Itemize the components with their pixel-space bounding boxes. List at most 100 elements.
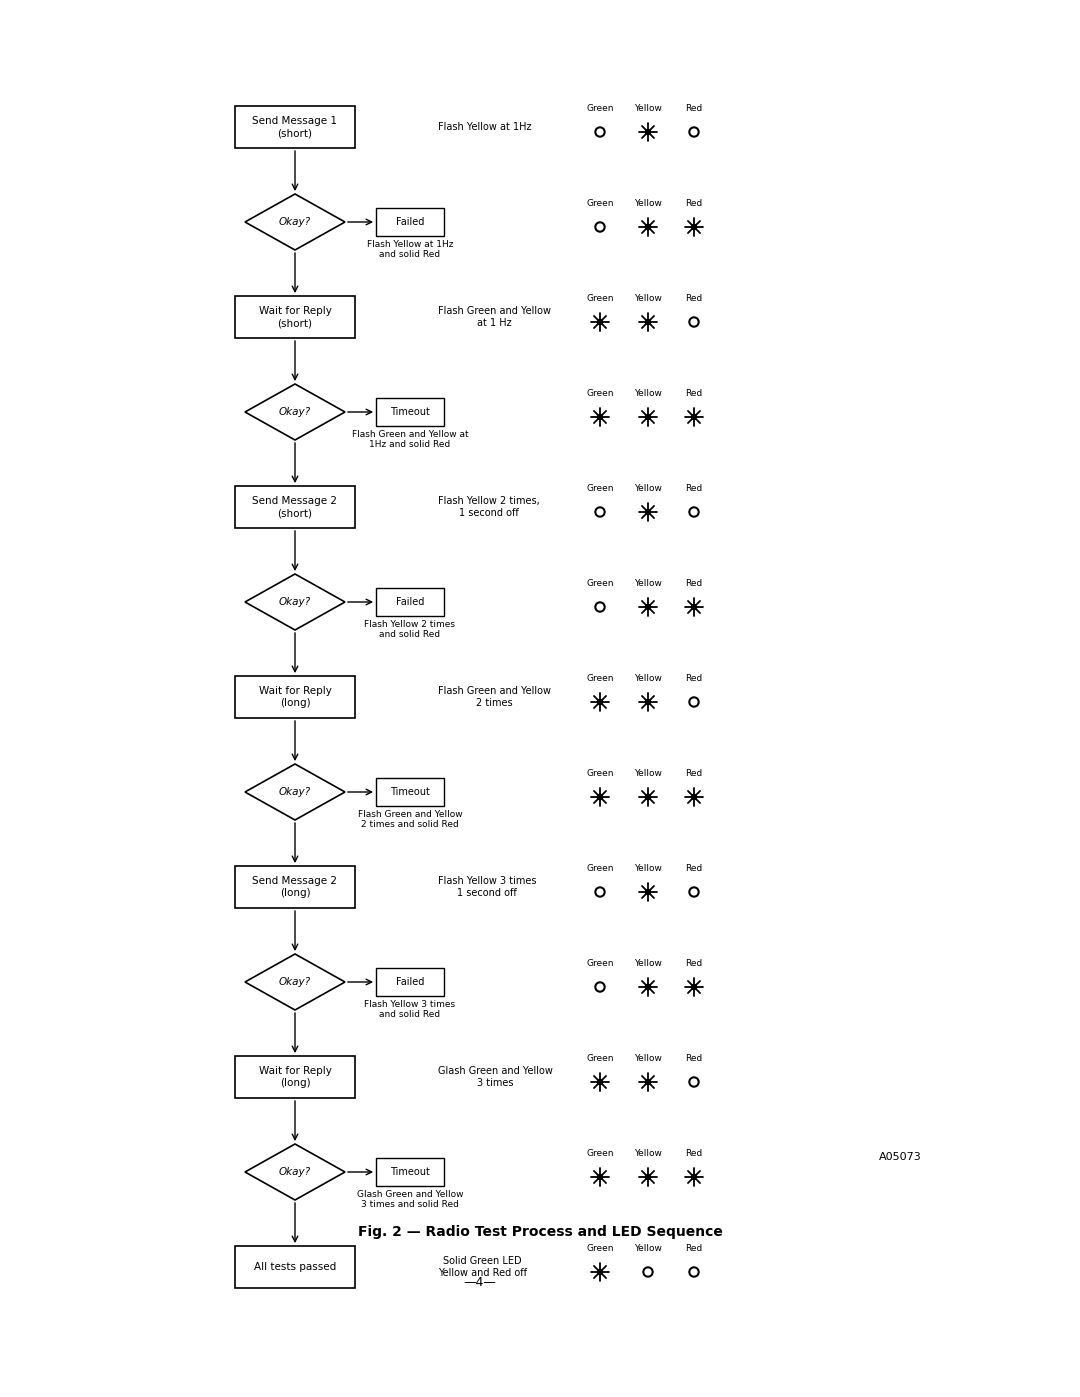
Text: Yellow: Yellow [634,863,662,873]
Text: Green: Green [586,1053,613,1063]
Text: Flash Green and Yellow
2 times and solid Red: Flash Green and Yellow 2 times and solid… [357,810,462,830]
Text: Okay?: Okay? [279,597,311,608]
Text: Okay?: Okay? [279,407,311,416]
Circle shape [691,795,697,799]
Text: Red: Red [686,198,703,208]
Text: Red: Red [686,768,703,778]
Polygon shape [245,954,345,1010]
Text: Yellow: Yellow [634,1148,662,1158]
Bar [235,106,355,148]
Text: Send Message 2
(short): Send Message 2 (short) [253,496,337,518]
Text: Red: Red [686,863,703,873]
Text: Okay?: Okay? [279,977,311,988]
Text: Green: Green [586,483,613,493]
Text: Failed: Failed [395,597,424,608]
Circle shape [646,890,650,894]
Text: Red: Red [686,103,703,113]
Circle shape [646,320,650,324]
Circle shape [597,795,603,799]
Circle shape [646,510,650,514]
Text: Green: Green [586,1243,613,1253]
Text: Yellow: Yellow [634,198,662,208]
Bar [376,778,444,806]
Circle shape [646,795,650,799]
Text: Flash Yellow at 1Hz: Flash Yellow at 1Hz [438,122,531,131]
Bar [376,208,444,236]
Text: Okay?: Okay? [279,217,311,226]
Circle shape [597,700,603,704]
Text: Red: Red [686,578,703,588]
Circle shape [597,415,603,419]
Text: Red: Red [686,388,703,398]
Polygon shape [245,384,345,440]
Bar [235,1056,355,1098]
Circle shape [691,985,697,989]
Circle shape [646,700,650,704]
Circle shape [691,415,697,419]
Circle shape [597,1175,603,1179]
Text: Yellow: Yellow [634,1243,662,1253]
Circle shape [597,1270,603,1274]
Text: Red: Red [686,1053,703,1063]
Text: Glash Green and Yellow
3 times and solid Red: Glash Green and Yellow 3 times and solid… [356,1190,463,1210]
Circle shape [646,130,650,134]
Text: Green: Green [586,1148,613,1158]
Text: Okay?: Okay? [279,1166,311,1178]
Text: Timeout: Timeout [390,1166,430,1178]
Circle shape [597,320,603,324]
Circle shape [646,415,650,419]
Text: Send Message 2
(long): Send Message 2 (long) [253,876,337,898]
Polygon shape [245,764,345,820]
Text: Yellow: Yellow [634,388,662,398]
Text: Green: Green [586,198,613,208]
Text: Green: Green [586,293,613,303]
Bar [376,398,444,426]
Text: Red: Red [686,483,703,493]
Text: Solid Green LED
Yellow and Red off: Solid Green LED Yellow and Red off [438,1256,527,1278]
Text: Failed: Failed [395,217,424,226]
Text: Yellow: Yellow [634,483,662,493]
Circle shape [597,1080,603,1084]
Circle shape [646,1080,650,1084]
Text: Failed: Failed [395,977,424,988]
Text: Red: Red [686,293,703,303]
Text: Flash Yellow 3 times
and solid Red: Flash Yellow 3 times and solid Red [364,1000,456,1020]
Bar [235,1246,355,1288]
Text: Green: Green [586,578,613,588]
Text: Flash Green and Yellow at
1Hz and solid Red: Flash Green and Yellow at 1Hz and solid … [352,430,469,450]
Circle shape [646,225,650,229]
Bar [235,676,355,718]
Text: Glash Green and Yellow
3 times: Glash Green and Yellow 3 times [438,1066,553,1088]
Text: Yellow: Yellow [634,578,662,588]
Bar [376,968,444,996]
Text: Flash Green and Yellow
2 times: Flash Green and Yellow 2 times [438,686,551,708]
Text: Timeout: Timeout [390,787,430,798]
Text: Yellow: Yellow [634,293,662,303]
Text: Wait for Reply
(long): Wait for Reply (long) [258,686,332,708]
Text: Green: Green [586,958,613,968]
Text: Wait for Reply
(short): Wait for Reply (short) [258,306,332,328]
Text: Red: Red [686,1148,703,1158]
Text: Okay?: Okay? [279,787,311,798]
Text: Green: Green [586,103,613,113]
Polygon shape [245,194,345,250]
Text: Wait for Reply
(long): Wait for Reply (long) [258,1066,332,1088]
Text: Red: Red [686,1243,703,1253]
Text: Flash Yellow 2 times,
1 second off: Flash Yellow 2 times, 1 second off [438,496,540,518]
Text: Green: Green [586,388,613,398]
Text: Send Message 1
(short): Send Message 1 (short) [253,116,337,138]
Text: Yellow: Yellow [634,1053,662,1063]
Text: Red: Red [686,958,703,968]
Circle shape [691,605,697,609]
Text: Red: Red [686,673,703,683]
Bar [235,866,355,908]
Text: Timeout: Timeout [390,407,430,416]
Text: Yellow: Yellow [634,673,662,683]
Text: Yellow: Yellow [634,958,662,968]
Text: Flash Yellow 3 times
1 second off: Flash Yellow 3 times 1 second off [438,876,537,898]
Text: Flash Yellow 2 times
and solid Red: Flash Yellow 2 times and solid Red [365,620,456,640]
Bar [235,486,355,528]
Circle shape [691,225,697,229]
Text: Yellow: Yellow [634,103,662,113]
Text: Flash Yellow at 1Hz
and solid Red: Flash Yellow at 1Hz and solid Red [367,240,454,260]
